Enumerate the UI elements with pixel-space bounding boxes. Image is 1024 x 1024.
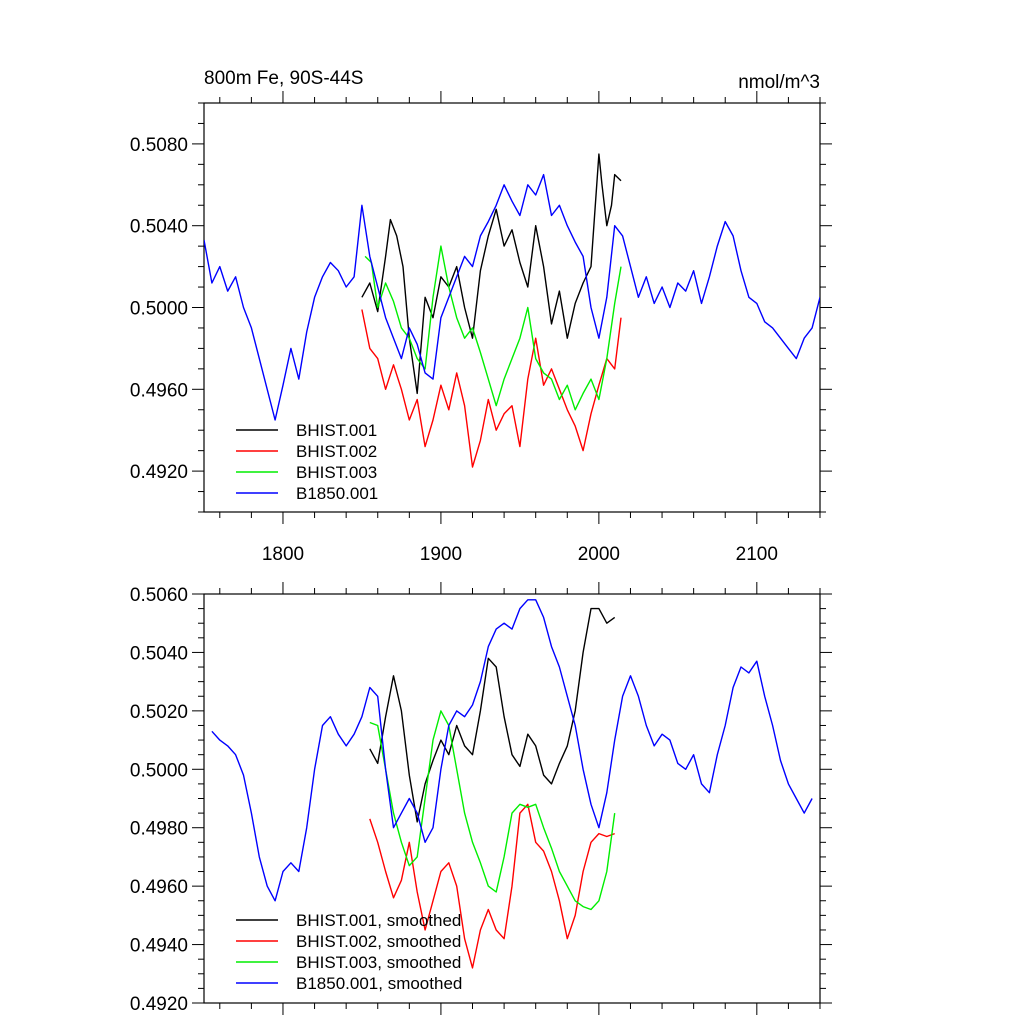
y-tick-label: 0.4960	[130, 380, 188, 401]
x-tick-label: 1800	[262, 544, 304, 565]
y-tick-label: 0.5040	[130, 643, 188, 664]
y-tick-label: 0.5040	[130, 217, 188, 238]
y-tick-label: 0.4920	[130, 994, 188, 1015]
y-tick-label: 0.5080	[130, 135, 188, 156]
legend: BHIST.001, smoothed BHIST.002, smoothed BH…	[236, 911, 462, 993]
y-tick-label: 0.4940	[130, 936, 188, 957]
x-tick-label: 2100	[736, 544, 778, 565]
y-tick-label: 0.5020	[130, 702, 188, 723]
legend-label: BHIST.002, smoothed	[296, 932, 461, 951]
legend-label: B1850.001	[296, 484, 378, 503]
panel-title-right: nmol/m^3	[738, 72, 820, 93]
legend: BHIST.001 BHIST.002 BHIST.003 B1850.001	[236, 421, 378, 503]
series-line-1	[369, 607, 616, 823]
series-line-4	[211, 599, 813, 902]
series-line-3	[369, 710, 616, 911]
legend-label: B1850.001, smoothed	[296, 974, 462, 993]
y-tick-label: 0.5000	[130, 760, 188, 781]
series-line-2	[369, 803, 615, 969]
legend-label: BHIST.003	[296, 463, 377, 482]
legend-label: BHIST.002	[296, 442, 377, 461]
y-tick-label: 0.4960	[130, 877, 188, 898]
series-line-2	[361, 309, 622, 468]
legend-label: BHIST.003, smoothed	[296, 953, 461, 972]
x-tick-label: 1900	[420, 544, 462, 565]
y-tick-label: 0.5060	[130, 585, 188, 606]
panel-2: 0.4920 0.4940 0.4960 0.4980 0.5000 0.5020 0.50…	[130, 582, 832, 1015]
y-tick-label: 0.4980	[130, 819, 188, 840]
panel-title-left: 800m Fe, 90S-44S	[204, 68, 363, 89]
series-line-1	[361, 153, 622, 395]
legend-label: BHIST.001	[296, 421, 377, 440]
panel-1: 0.4920 0.4960 0.5000 0.5040 0.5080 1800 1900 20…	[130, 68, 832, 565]
y-tick-label: 0.5000	[130, 299, 188, 320]
legend-label: BHIST.001, smoothed	[296, 911, 461, 930]
series-line-3	[364, 245, 622, 411]
series-line-4	[204, 173, 820, 421]
x-tick-label: 2000	[578, 544, 620, 565]
y-tick-label: 0.4920	[130, 462, 188, 483]
